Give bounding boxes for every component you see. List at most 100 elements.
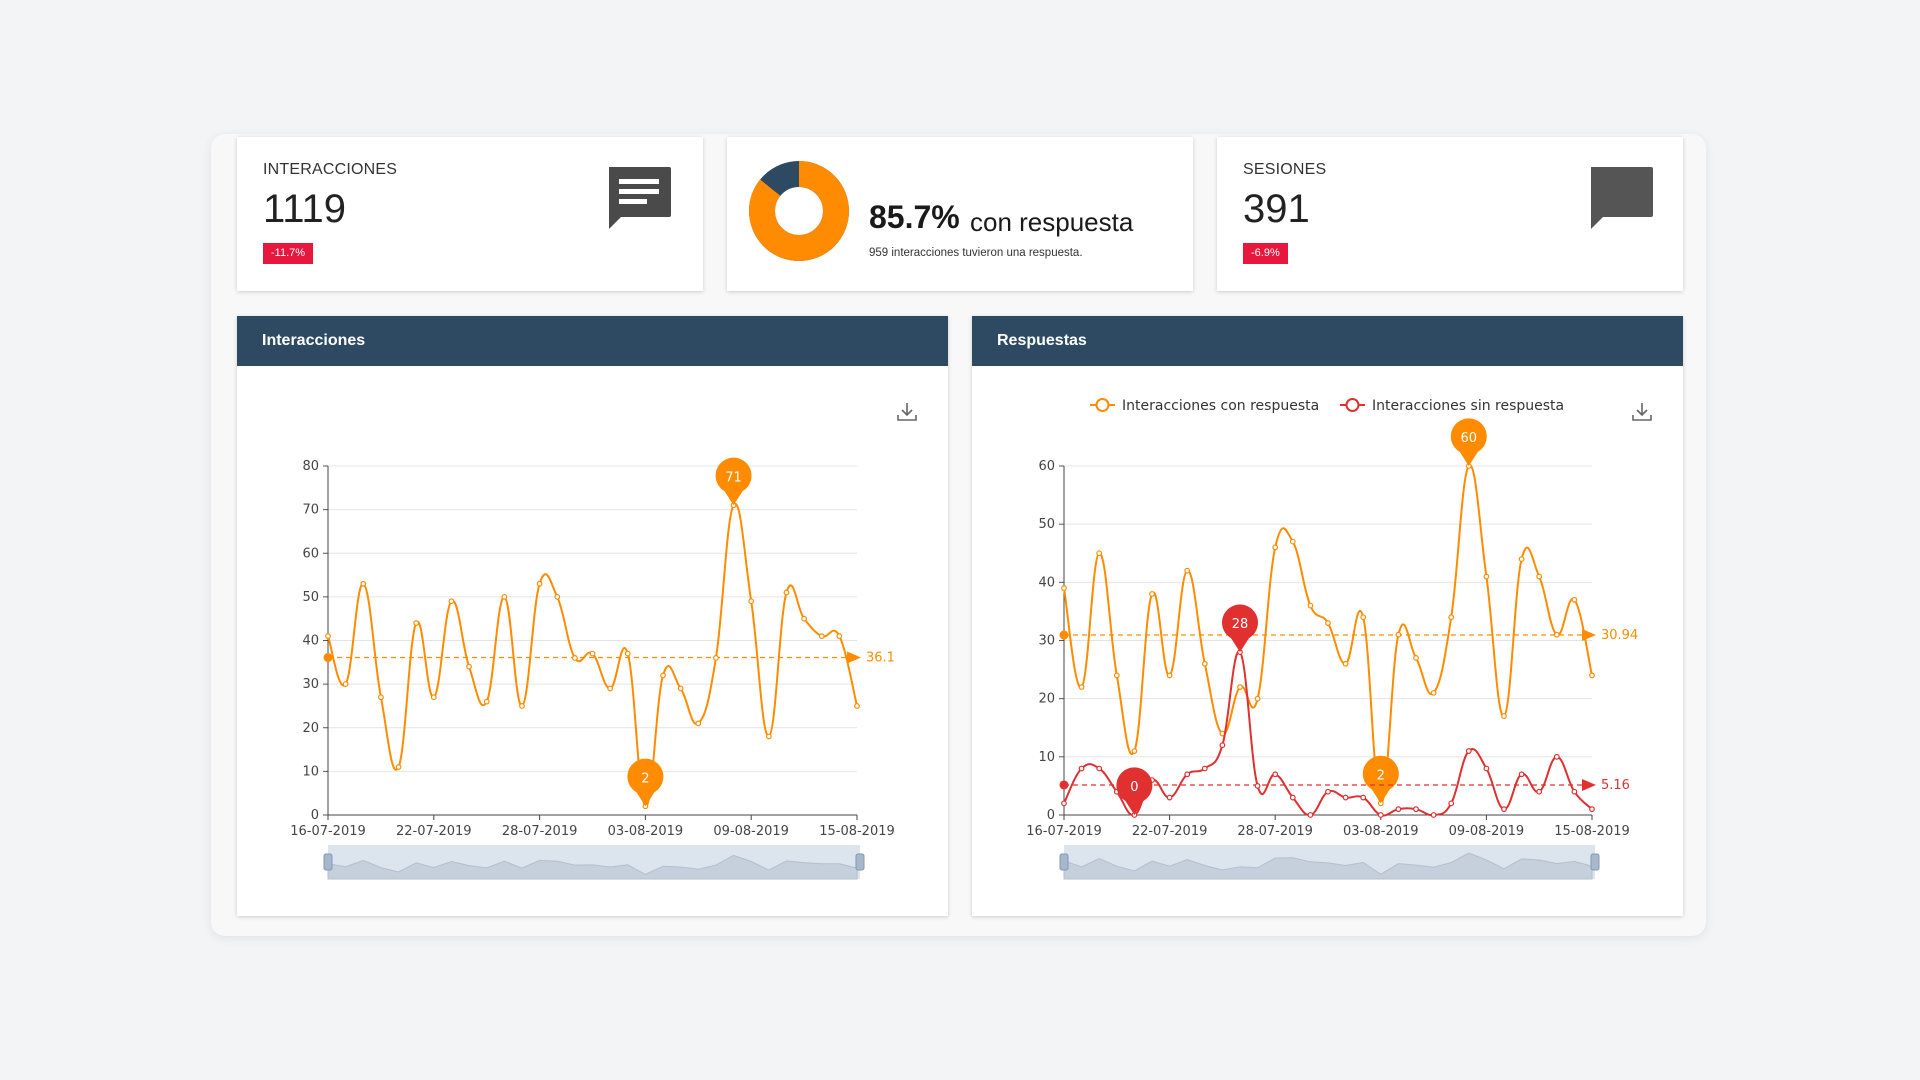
data-point bbox=[801, 615, 807, 622]
panel-respuestas: Respuestas 0 10 20 30 40 50 60 16-07-2019 22-07-… bbox=[972, 316, 1683, 916]
interacciones-chart: 0 10 20 30 40 50 60 70 80 16-07-2019 22-07-2019 28-… bbox=[290, 457, 895, 880]
average-start-dot bbox=[323, 653, 333, 663]
data-point bbox=[836, 633, 843, 640]
data-point bbox=[1166, 672, 1173, 679]
average-start-dot bbox=[1059, 780, 1069, 790]
data-point bbox=[413, 620, 420, 626]
y-tick-label: 30 bbox=[302, 677, 319, 692]
x-tick-label: 28-07-2019 bbox=[502, 824, 578, 839]
zoom-handle bbox=[855, 853, 865, 871]
data-point bbox=[1149, 591, 1155, 597]
data-point bbox=[1448, 800, 1455, 807]
data-point bbox=[1553, 753, 1560, 760]
average-arrow bbox=[1582, 778, 1596, 791]
zoom-handle bbox=[1059, 853, 1069, 871]
data-point bbox=[1113, 672, 1120, 679]
data-point bbox=[1307, 602, 1314, 609]
donut-answered-slice bbox=[749, 161, 849, 261]
y-tick-label: 0 bbox=[311, 808, 319, 823]
message-lines-icon bbox=[607, 167, 671, 236]
data-point bbox=[589, 650, 596, 657]
data-point bbox=[1254, 695, 1261, 702]
panel-title: Interacciones bbox=[237, 316, 948, 366]
kpi-change-badge: -11.7% bbox=[263, 243, 314, 264]
download-icon[interactable] bbox=[1631, 401, 1653, 428]
x-tick-label: 16-07-2019 bbox=[290, 824, 366, 839]
panel-title: Respuestas bbox=[972, 316, 1683, 366]
data-point bbox=[1061, 800, 1067, 807]
average-label: 5.16 bbox=[1601, 778, 1630, 793]
data-point bbox=[818, 633, 825, 640]
min-marker: 2 bbox=[1362, 755, 1399, 804]
kpi-card-respuesta: 85.7% con respuesta 959 interacciones tu… bbox=[727, 137, 1193, 291]
y-tick-label: 80 bbox=[302, 459, 319, 474]
panel-interacciones: Interacciones 0 10 20 30 40 50 60 70 80 16-07-201… bbox=[237, 316, 948, 916]
data-point bbox=[554, 593, 561, 600]
series-line bbox=[1063, 464, 1593, 805]
kpi-card-sesiones: SESIONES 391 -6.9% bbox=[1217, 137, 1683, 291]
data-point bbox=[1501, 806, 1507, 813]
data-point bbox=[377, 694, 384, 701]
data-point bbox=[536, 580, 543, 587]
data-point bbox=[854, 703, 860, 709]
data-point bbox=[1448, 614, 1455, 621]
kpi-value: 391 bbox=[1243, 187, 1310, 231]
data-point bbox=[1184, 567, 1191, 574]
data-point bbox=[1342, 660, 1349, 667]
kpi-label: INTERACCIONES bbox=[263, 161, 398, 178]
data-point bbox=[1501, 713, 1507, 720]
data-point bbox=[1201, 660, 1208, 667]
legend-marker bbox=[1345, 398, 1360, 412]
x-tick-label: 22-07-2019 bbox=[1132, 824, 1208, 839]
data-point bbox=[501, 593, 508, 600]
data-point bbox=[1166, 794, 1173, 801]
data-point bbox=[1131, 748, 1138, 754]
y-tick-label: 50 bbox=[302, 590, 319, 605]
data-point bbox=[1571, 788, 1578, 795]
data-zoom-slider bbox=[1059, 845, 1600, 880]
min-marker-label: 2 bbox=[641, 771, 649, 786]
data-point bbox=[519, 703, 525, 709]
data-point bbox=[1289, 538, 1296, 545]
data-point bbox=[1536, 573, 1543, 580]
data-point bbox=[1254, 783, 1261, 789]
response-text: con respuesta bbox=[970, 207, 1134, 237]
data-point bbox=[1483, 765, 1490, 772]
download-icon[interactable] bbox=[896, 401, 918, 428]
data-point bbox=[1571, 596, 1578, 603]
data-point bbox=[483, 698, 490, 705]
data-zoom-slider bbox=[323, 845, 865, 880]
data-point bbox=[1413, 806, 1419, 813]
y-tick-label: 20 bbox=[1038, 692, 1055, 707]
data-point bbox=[1325, 620, 1331, 626]
data-point bbox=[1061, 585, 1067, 592]
x-tick-label: 03-08-2019 bbox=[1343, 824, 1419, 839]
data-point bbox=[1078, 765, 1085, 772]
data-point bbox=[360, 580, 367, 587]
data-point bbox=[342, 681, 349, 688]
data-point bbox=[1219, 742, 1226, 749]
average-label: 30.94 bbox=[1601, 628, 1638, 643]
data-point bbox=[430, 694, 437, 701]
zoom-preview bbox=[327, 854, 858, 880]
y-tick-label: 20 bbox=[302, 721, 319, 736]
data-point bbox=[571, 655, 578, 661]
min-marker-label: 2 bbox=[1377, 768, 1385, 783]
data-point bbox=[1342, 794, 1349, 801]
data-point bbox=[1237, 684, 1243, 690]
data-point bbox=[713, 655, 719, 661]
data-point bbox=[1553, 631, 1560, 638]
kpi-value: 1119 bbox=[263, 187, 347, 231]
min-marker: 2 bbox=[627, 758, 664, 807]
y-tick-label: 10 bbox=[302, 764, 319, 779]
legend-item: Interacciones con respuesta bbox=[1122, 398, 1319, 414]
data-point bbox=[748, 598, 755, 605]
y-tick-label: 40 bbox=[1038, 575, 1055, 590]
y-tick-label: 60 bbox=[1038, 459, 1055, 474]
data-point bbox=[1096, 550, 1103, 557]
data-point bbox=[1307, 812, 1314, 818]
chat-bubble-icon bbox=[1589, 167, 1653, 236]
data-point bbox=[624, 650, 631, 657]
min-marker: 0 bbox=[1116, 767, 1153, 815]
